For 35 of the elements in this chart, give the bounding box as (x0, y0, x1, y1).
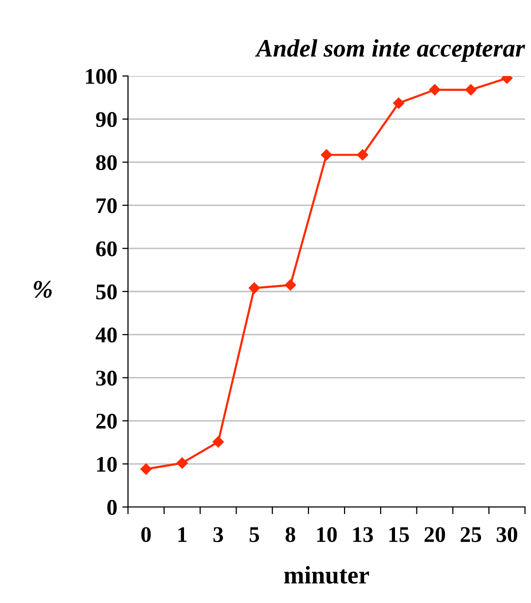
point (212, 436, 224, 448)
x-tick-label: 10 (317, 527, 337, 542)
y-axis-title: % (34, 280, 52, 298)
y-tick-label: 60 (96, 241, 117, 256)
point (284, 279, 296, 291)
x-tick-label: 20 (424, 527, 446, 542)
y-tick-label: 30 (96, 370, 117, 386)
y-tick-label: 10 (97, 456, 117, 472)
x-tick-label: 5 (250, 527, 260, 542)
point (320, 149, 332, 160)
y-tick-label: 40 (96, 328, 117, 343)
x-tick-label: 1 (178, 527, 187, 542)
point (465, 84, 476, 96)
point (248, 282, 260, 294)
y-tick-label: 100 (86, 68, 117, 84)
point (140, 463, 152, 475)
x-tick-label: 13 (353, 527, 373, 542)
y-tick-label: 50 (96, 284, 117, 300)
y-tick-label: 20 (96, 414, 117, 429)
y-tick-label: 80 (96, 155, 117, 170)
point (176, 457, 188, 469)
x-tick-label: 3 (214, 527, 224, 542)
x-tick-label: 15 (389, 527, 409, 542)
point (356, 149, 368, 160)
x-axis-title: minuter (284, 566, 370, 584)
x-tick-label: 30 (496, 527, 518, 542)
y-tick-label: 70 (96, 198, 117, 214)
x-tick-label: 8 (286, 527, 296, 542)
chart-title: Andel som inte accepterar (254, 39, 526, 62)
point (393, 98, 404, 109)
y-tick-label: 90 (96, 112, 117, 128)
x-tick-label: 0 (141, 527, 151, 542)
x-tick-label: 25 (460, 527, 482, 542)
y-tick-label: 0 (107, 500, 117, 515)
point (429, 84, 440, 96)
